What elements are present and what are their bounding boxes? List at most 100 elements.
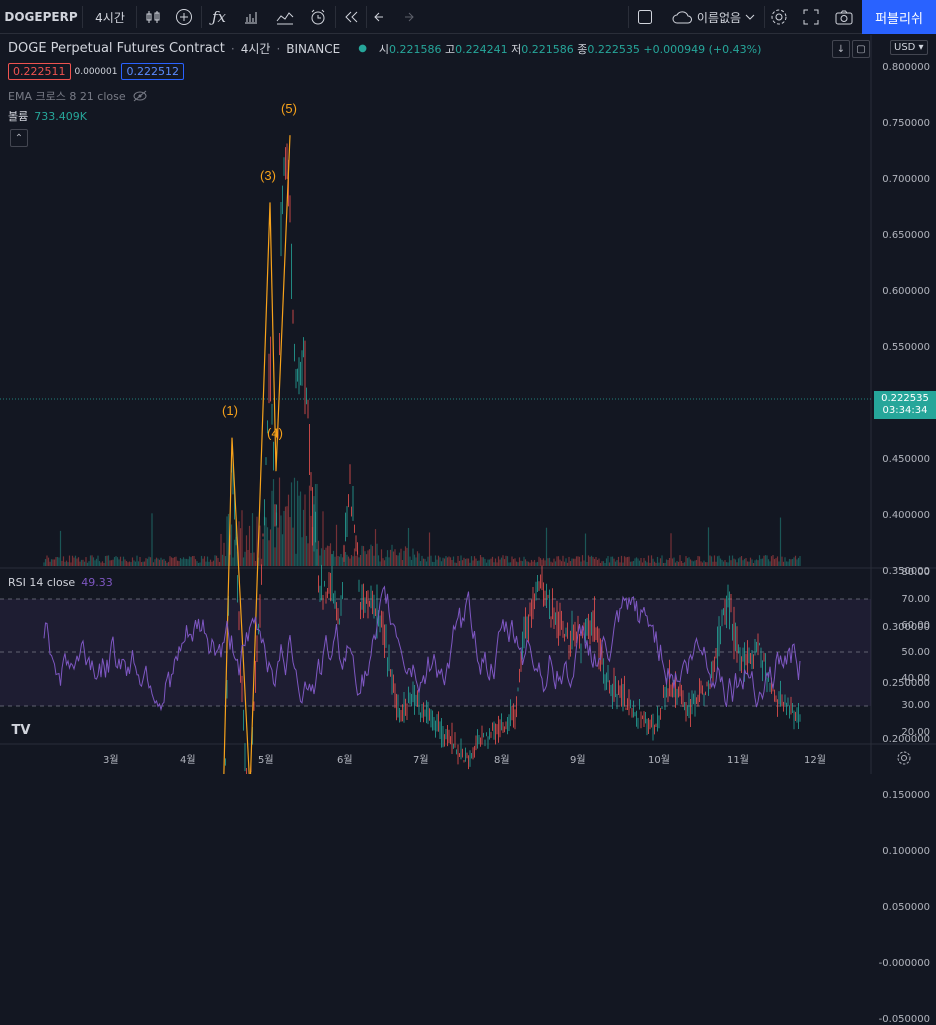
volume-bar [736, 562, 738, 566]
open-label: 시 [378, 42, 390, 56]
volume-bar [73, 557, 75, 566]
price-tick-label: 0.800000 [882, 62, 930, 73]
symbol-legend[interactable]: DOGE Perpetual Futures Contract · 4시간 · … [8, 41, 762, 56]
high-label: 고 [445, 42, 456, 56]
select-checkbox-icon[interactable] [632, 0, 658, 34]
close-label: 종 [577, 42, 588, 56]
volume-bar [446, 557, 449, 566]
volume-bar [596, 559, 599, 566]
ema-legend[interactable]: EMA 크로스 8 21 close [8, 88, 148, 104]
publish-button[interactable]: 퍼블리쉬 [862, 0, 936, 34]
volume-bar [239, 528, 242, 566]
volume-bar [266, 527, 269, 566]
volume-bar [517, 562, 519, 566]
tradingview-logo-icon[interactable]: TV [11, 722, 31, 738]
volume-bar [703, 560, 705, 566]
volume-bar [782, 561, 785, 566]
elliott-wave-line[interactable] [222, 135, 291, 774]
hidden-eye-icon[interactable] [132, 90, 148, 102]
volume-bar [316, 483, 318, 566]
volume-bar [760, 558, 762, 566]
volume-bar [268, 540, 270, 566]
volume-bar [527, 561, 530, 566]
volume-bar [638, 560, 641, 566]
scroll-down-icon[interactable]: ↓ [832, 40, 850, 58]
collapse-legend-icon[interactable]: ⌃ [10, 129, 28, 147]
ask-price[interactable]: 0.222512 [121, 63, 184, 80]
layout-menu-button[interactable]: 이름없음 [664, 0, 762, 34]
settings-gear-icon[interactable] [766, 0, 792, 34]
volume-bar [713, 555, 716, 566]
rsi-legend[interactable]: RSI 14 close 49.33 [8, 576, 113, 589]
close-value: 0.222535 [587, 42, 640, 56]
volume-bar [323, 549, 326, 566]
toolbar-divider [136, 6, 137, 28]
volume-bar [718, 555, 720, 566]
volume-bar [67, 562, 69, 566]
volume-bar [793, 557, 795, 566]
indicators-fx-icon[interactable]: ƒx [211, 8, 226, 26]
volume-bar [521, 561, 524, 566]
volume-bar [425, 561, 428, 566]
undo-icon[interactable] [368, 0, 394, 34]
volume-bar [643, 557, 645, 566]
volume-bar [95, 558, 98, 566]
volume-bar [515, 561, 518, 566]
volume-bar [671, 558, 674, 566]
volume-bar [508, 562, 510, 566]
chart-area[interactable]: (1)(2)(3)(4)(5) DOGE Perpetual Futures C… [0, 35, 936, 1025]
redo-icon[interactable] [394, 0, 420, 34]
volume-bar [668, 557, 671, 566]
compare-add-icon[interactable] [170, 0, 198, 34]
volume-bar [262, 539, 264, 566]
volume-bar [574, 558, 576, 566]
volume-bar [101, 561, 104, 566]
volume-bar [505, 555, 507, 566]
volume-bar [265, 517, 267, 566]
volume-bar [355, 555, 357, 566]
chart-settings-gear-icon[interactable] [896, 750, 916, 770]
volume-bar [290, 482, 293, 566]
volume-bar [124, 559, 126, 566]
volume-bar [563, 561, 566, 566]
volume-bar [254, 561, 257, 566]
financials-bars-icon[interactable] [238, 0, 264, 34]
volume-bar [482, 557, 485, 566]
alert-clock-icon[interactable] [304, 0, 332, 34]
price-tick-label: 0.150000 [882, 790, 930, 801]
currency-selector[interactable]: USD ▾ [890, 40, 928, 55]
volume-bar [302, 509, 305, 566]
templates-chart-icon[interactable] [270, 0, 300, 34]
volume-legend[interactable]: 볼륨 733.409K [8, 108, 87, 124]
volume-bar [287, 494, 290, 566]
fullscreen-icon[interactable] [798, 0, 824, 34]
volume-bar [166, 562, 168, 566]
volume-bar [475, 558, 477, 566]
low-value: 0.221586 [521, 42, 574, 56]
volume-bar [125, 561, 128, 566]
volume-bar [202, 558, 204, 566]
volume-bar [403, 550, 405, 566]
volume-bar [659, 558, 662, 566]
volume-bar [121, 561, 123, 566]
volume-bar [565, 558, 567, 566]
replay-icon[interactable] [338, 0, 364, 34]
volume-bar [217, 557, 219, 566]
volume-bar [467, 558, 470, 566]
volume-bar [310, 515, 312, 566]
bid-price[interactable]: 0.222511 [8, 63, 71, 80]
rsi-tick-label: 20.00 [901, 726, 930, 738]
volume-bar [503, 559, 506, 566]
interval-button[interactable]: 4시간 [95, 10, 125, 25]
volume-bar [344, 552, 347, 566]
volume-bar [206, 556, 209, 566]
volume-bar [383, 560, 386, 566]
snapshot-camera-icon[interactable] [830, 0, 858, 34]
chart-type-candles-icon[interactable] [140, 0, 166, 34]
symbol-search-button[interactable]: DOGEPERP [4, 10, 78, 24]
volume-bar [575, 556, 578, 566]
maximize-pane-icon[interactable]: ▢ [852, 40, 870, 58]
chart-canvas[interactable]: (1)(2)(3)(4)(5) [0, 35, 936, 774]
volume-bar [742, 560, 744, 566]
volume-bar [739, 557, 741, 566]
